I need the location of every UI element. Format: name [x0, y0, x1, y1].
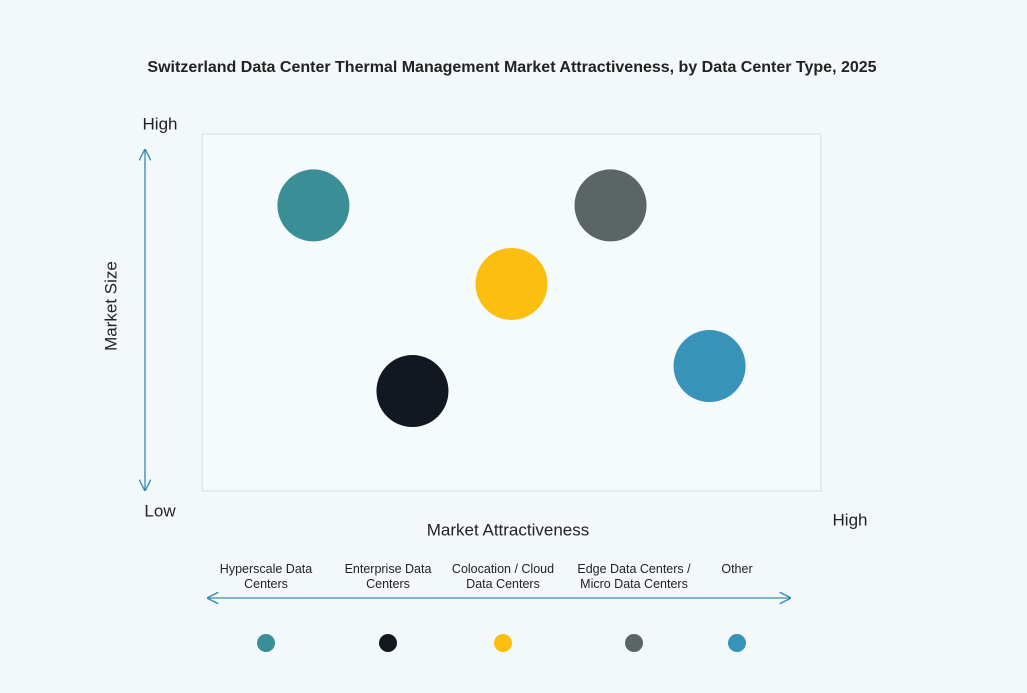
bubble: [574, 169, 647, 242]
legend-label: Other: [721, 562, 753, 576]
bubble: [475, 247, 548, 320]
legend-swatch: [728, 634, 746, 652]
legend-swatch: [625, 634, 643, 652]
bubble: [673, 330, 746, 403]
legend-label: Edge Data Centers / Micro Data Centers: [577, 562, 691, 591]
legend-swatch: [494, 634, 512, 652]
legend-swatch: [257, 634, 275, 652]
legend-label: Hyperscale Data Centers: [219, 562, 313, 591]
bubble: [277, 169, 350, 242]
legend-swatch: [379, 634, 397, 652]
legend-label: Colocation / Cloud Data Centers: [451, 562, 555, 591]
x-axis-label: Market Attractiveness: [427, 520, 590, 539]
y-tick-label: Low: [144, 501, 176, 520]
chart-title: Switzerland Data Center Thermal Manageme…: [147, 59, 876, 76]
bubble: [376, 355, 449, 428]
x-tick-label: High: [833, 510, 868, 529]
y-axis-label: Market Size: [101, 261, 120, 351]
legend-label: Enterprise Data Centers: [344, 562, 432, 591]
y-tick-label: High: [143, 114, 178, 133]
